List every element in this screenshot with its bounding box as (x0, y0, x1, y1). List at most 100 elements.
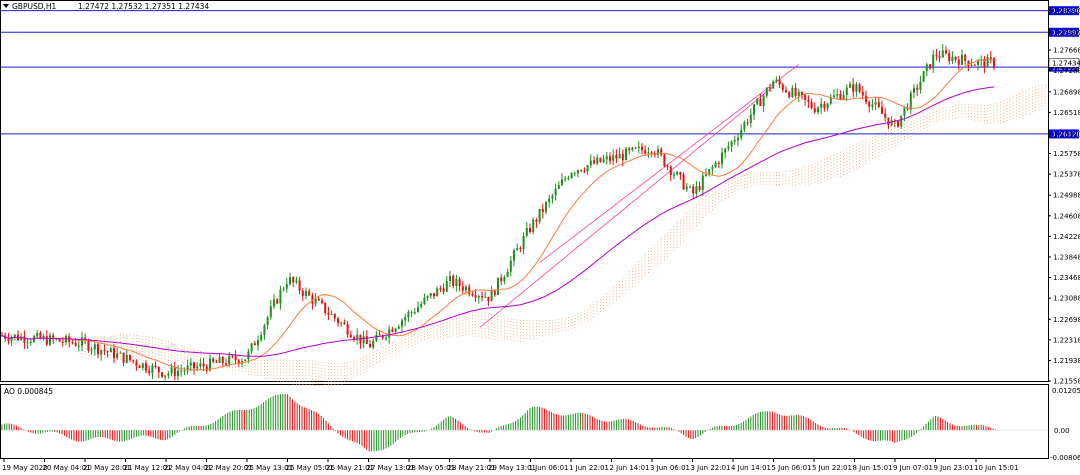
candle-body (849, 84, 851, 88)
candle-body (513, 250, 515, 261)
candle-body (545, 202, 547, 213)
candle-body (193, 362, 195, 369)
candle-body (215, 361, 218, 363)
candle-body (247, 351, 250, 360)
candle-body (324, 302, 327, 314)
candle-body (989, 57, 992, 59)
current-price-badge (1048, 58, 1080, 68)
candle-body (772, 81, 775, 89)
candle-body (692, 186, 695, 194)
candle-body (177, 370, 179, 377)
candle-body (417, 306, 419, 312)
candle-body (525, 227, 528, 236)
price-tick-label: 1.28396 (1053, 7, 1080, 15)
candle-body (490, 290, 493, 302)
trend-channel-lines[interactable] (479, 64, 799, 328)
candle-body (346, 324, 349, 335)
price-tick-label: 1.27288 (1053, 67, 1080, 75)
candle-body (625, 148, 627, 161)
candle-body (897, 121, 899, 127)
candle-body (321, 300, 323, 303)
price-panel-frame (0, 0, 1049, 382)
candle-body (285, 283, 288, 289)
candle-body (228, 355, 231, 365)
candle-body (74, 342, 77, 346)
candle-body (913, 87, 915, 93)
price-tick-label: 1.24228 (1053, 233, 1080, 241)
candle-body (93, 344, 96, 350)
candle-body (269, 306, 272, 318)
candle-body (615, 155, 618, 159)
candle-body (909, 92, 912, 110)
candle-body (167, 373, 170, 376)
candle-body (759, 99, 762, 106)
channel-line[interactable] (539, 64, 799, 263)
candle-body (394, 328, 397, 332)
candle-body (221, 357, 224, 364)
time-tick-label: 8 Jun 15:01 (853, 464, 893, 472)
candle-body (842, 94, 845, 100)
candle-body (23, 336, 26, 343)
level-badge (1049, 27, 1079, 37)
candle-body (973, 64, 976, 66)
candle-body (39, 332, 42, 339)
candle-body (637, 146, 640, 149)
candle-body (154, 365, 157, 367)
time-tick-label: 1 Jun 06:01 (529, 464, 569, 472)
candle-body (938, 55, 941, 58)
candle-body (397, 326, 400, 329)
candle-body (721, 152, 723, 164)
candle-body (596, 157, 599, 164)
candle-body (113, 348, 115, 359)
candle-body (554, 188, 557, 196)
time-tick-label: 25 May 13:01 (245, 464, 293, 472)
candle-body (109, 348, 112, 353)
candle-body (433, 293, 435, 297)
candle-body (273, 299, 275, 307)
candle-body (461, 286, 464, 291)
candle-body (529, 227, 531, 232)
candle-body (429, 293, 432, 297)
candle-body (122, 352, 125, 363)
candle-body (836, 93, 839, 96)
ao-scale-top: 0.012052 (1052, 387, 1080, 395)
candle-body (410, 312, 413, 314)
candle-body (564, 178, 567, 180)
candle-body (957, 59, 960, 65)
candle-body (833, 95, 835, 98)
time-tick-label: 19 May 2020 (2, 464, 48, 472)
candle-body (49, 335, 51, 345)
candle-body (679, 172, 682, 175)
price-tick-label: 1.24988 (1053, 192, 1080, 200)
ma-fast-line (1, 58, 995, 371)
candle-body (119, 352, 122, 354)
candle-body (583, 171, 586, 173)
candle-body (599, 157, 602, 162)
price-tick-label: 1.26120 (1053, 130, 1080, 138)
price-tick-label: 1.21558 (1053, 378, 1080, 386)
candle-body (234, 356, 237, 361)
horizontal-levels[interactable]: 1.28396 1.27997 1.27353 1.26120 1.27434 (1, 6, 1080, 139)
candle-body (436, 288, 439, 297)
channel-line[interactable] (479, 85, 774, 328)
candle-body (305, 291, 307, 296)
candle-body (263, 325, 266, 336)
time-tick-label: 22 May 04:01 (164, 464, 212, 472)
candle-body (138, 365, 141, 368)
price-tick-label: 1.27997 (1053, 29, 1080, 37)
header-dropdown-icon[interactable] (3, 4, 9, 8)
candle-body (276, 299, 279, 304)
candle-body (468, 286, 471, 295)
candle-body (516, 248, 519, 251)
time-tick-label: 9 Jun 07:01 (893, 464, 933, 472)
candle-body (189, 362, 192, 366)
time-tick-label: 3 Jun 06:01 (650, 464, 690, 472)
level-badge (1049, 129, 1079, 139)
candle-body (42, 336, 45, 339)
candle-body (740, 129, 743, 138)
price-tick-label: 1.23468 (1053, 274, 1080, 282)
candle-body (90, 349, 93, 351)
candlesticks (1, 44, 995, 381)
